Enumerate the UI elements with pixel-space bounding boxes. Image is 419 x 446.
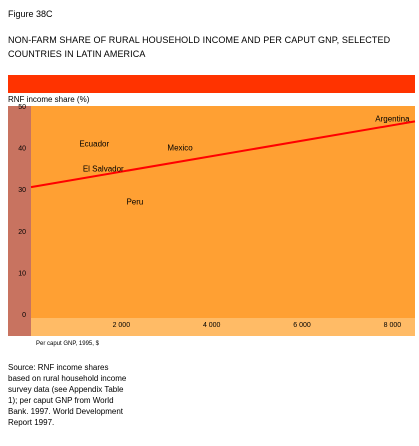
y-tick-label: 10 (18, 270, 26, 277)
x-axis-title: Per caput GNP, 1995, $ (36, 341, 100, 347)
y-axis-panel (8, 106, 31, 336)
y-tick-label: 20 (18, 229, 26, 236)
y-tick-label: 50 (18, 104, 26, 111)
chart-title: NON-FARM SHARE OF RURAL HOUSEHOLD INCOME… (8, 35, 391, 59)
data-point-label: Mexico (167, 144, 193, 153)
y-tick-label: 30 (18, 187, 26, 194)
y-tick-label: 0 (22, 312, 26, 319)
data-point-label: Peru (126, 198, 143, 207)
x-axis-band (31, 318, 415, 336)
x-tick-label: 6 000 (293, 322, 311, 329)
x-tick-label: 8 000 (384, 322, 402, 329)
scatter-chart: Per caput GNP, 1995, $ 0 10 20 30 40 50 2 000 4 … (8, 104, 416, 347)
x-tick-label: 2 000 (113, 322, 131, 329)
y-tick-label: 40 (18, 146, 26, 153)
data-point-label: Ecuador (79, 139, 109, 148)
source-note: Source: RNF income shares based on rural… (8, 363, 127, 427)
plot-area (31, 106, 415, 318)
trend-line (30, 120, 416, 189)
data-point-label: El Salvador (83, 164, 124, 173)
x-tick-label: 4 000 (203, 322, 221, 329)
data-point-label: Argentina (375, 114, 410, 123)
figure-label: Figure 38C (8, 9, 53, 19)
y-axis-title: RNF income share (%) (8, 95, 90, 104)
title-band (8, 75, 415, 93)
